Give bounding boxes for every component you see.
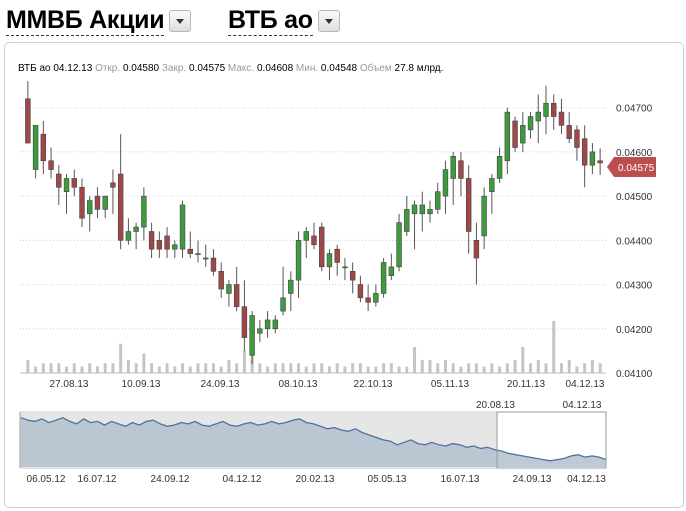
market-selector[interactable]: ММВБ Акции [6, 6, 192, 36]
info-open: 0.04580 [122, 63, 160, 74]
market-dropdown-button[interactable] [169, 10, 192, 32]
ticker-selector[interactable]: ВТБ ао [228, 6, 340, 36]
ticker-dropdown-button[interactable] [317, 10, 340, 32]
info-high: 0.04608 [256, 63, 294, 74]
info-volume: 27.8 млрд. [394, 63, 444, 74]
chevron-down-icon [324, 18, 333, 24]
info-low-label: Мин. [295, 63, 319, 74]
info-low: 0.04548 [320, 63, 358, 74]
chevron-down-icon [176, 18, 185, 24]
info-close-label: Закр. [161, 63, 187, 74]
market-label[interactable]: ММВБ Акции [6, 6, 165, 36]
info-close: 0.04575 [188, 63, 226, 74]
info-open-label: Откр. [95, 63, 121, 74]
ohlc-info-bar: ВТБ ао 04.12.13 Откр. 0.04580 Закр. 0.04… [18, 63, 443, 74]
chart-panel [4, 42, 684, 508]
ticker-label[interactable]: ВТБ ао [228, 6, 313, 36]
info-date: 04.12.13 [53, 63, 93, 74]
info-ticker: ВТБ ао [18, 63, 51, 74]
info-high-label: Макс. [227, 63, 255, 74]
info-volume-label: Объем [359, 63, 392, 74]
header: ММВБ Акции ВТБ ао [0, 0, 686, 40]
